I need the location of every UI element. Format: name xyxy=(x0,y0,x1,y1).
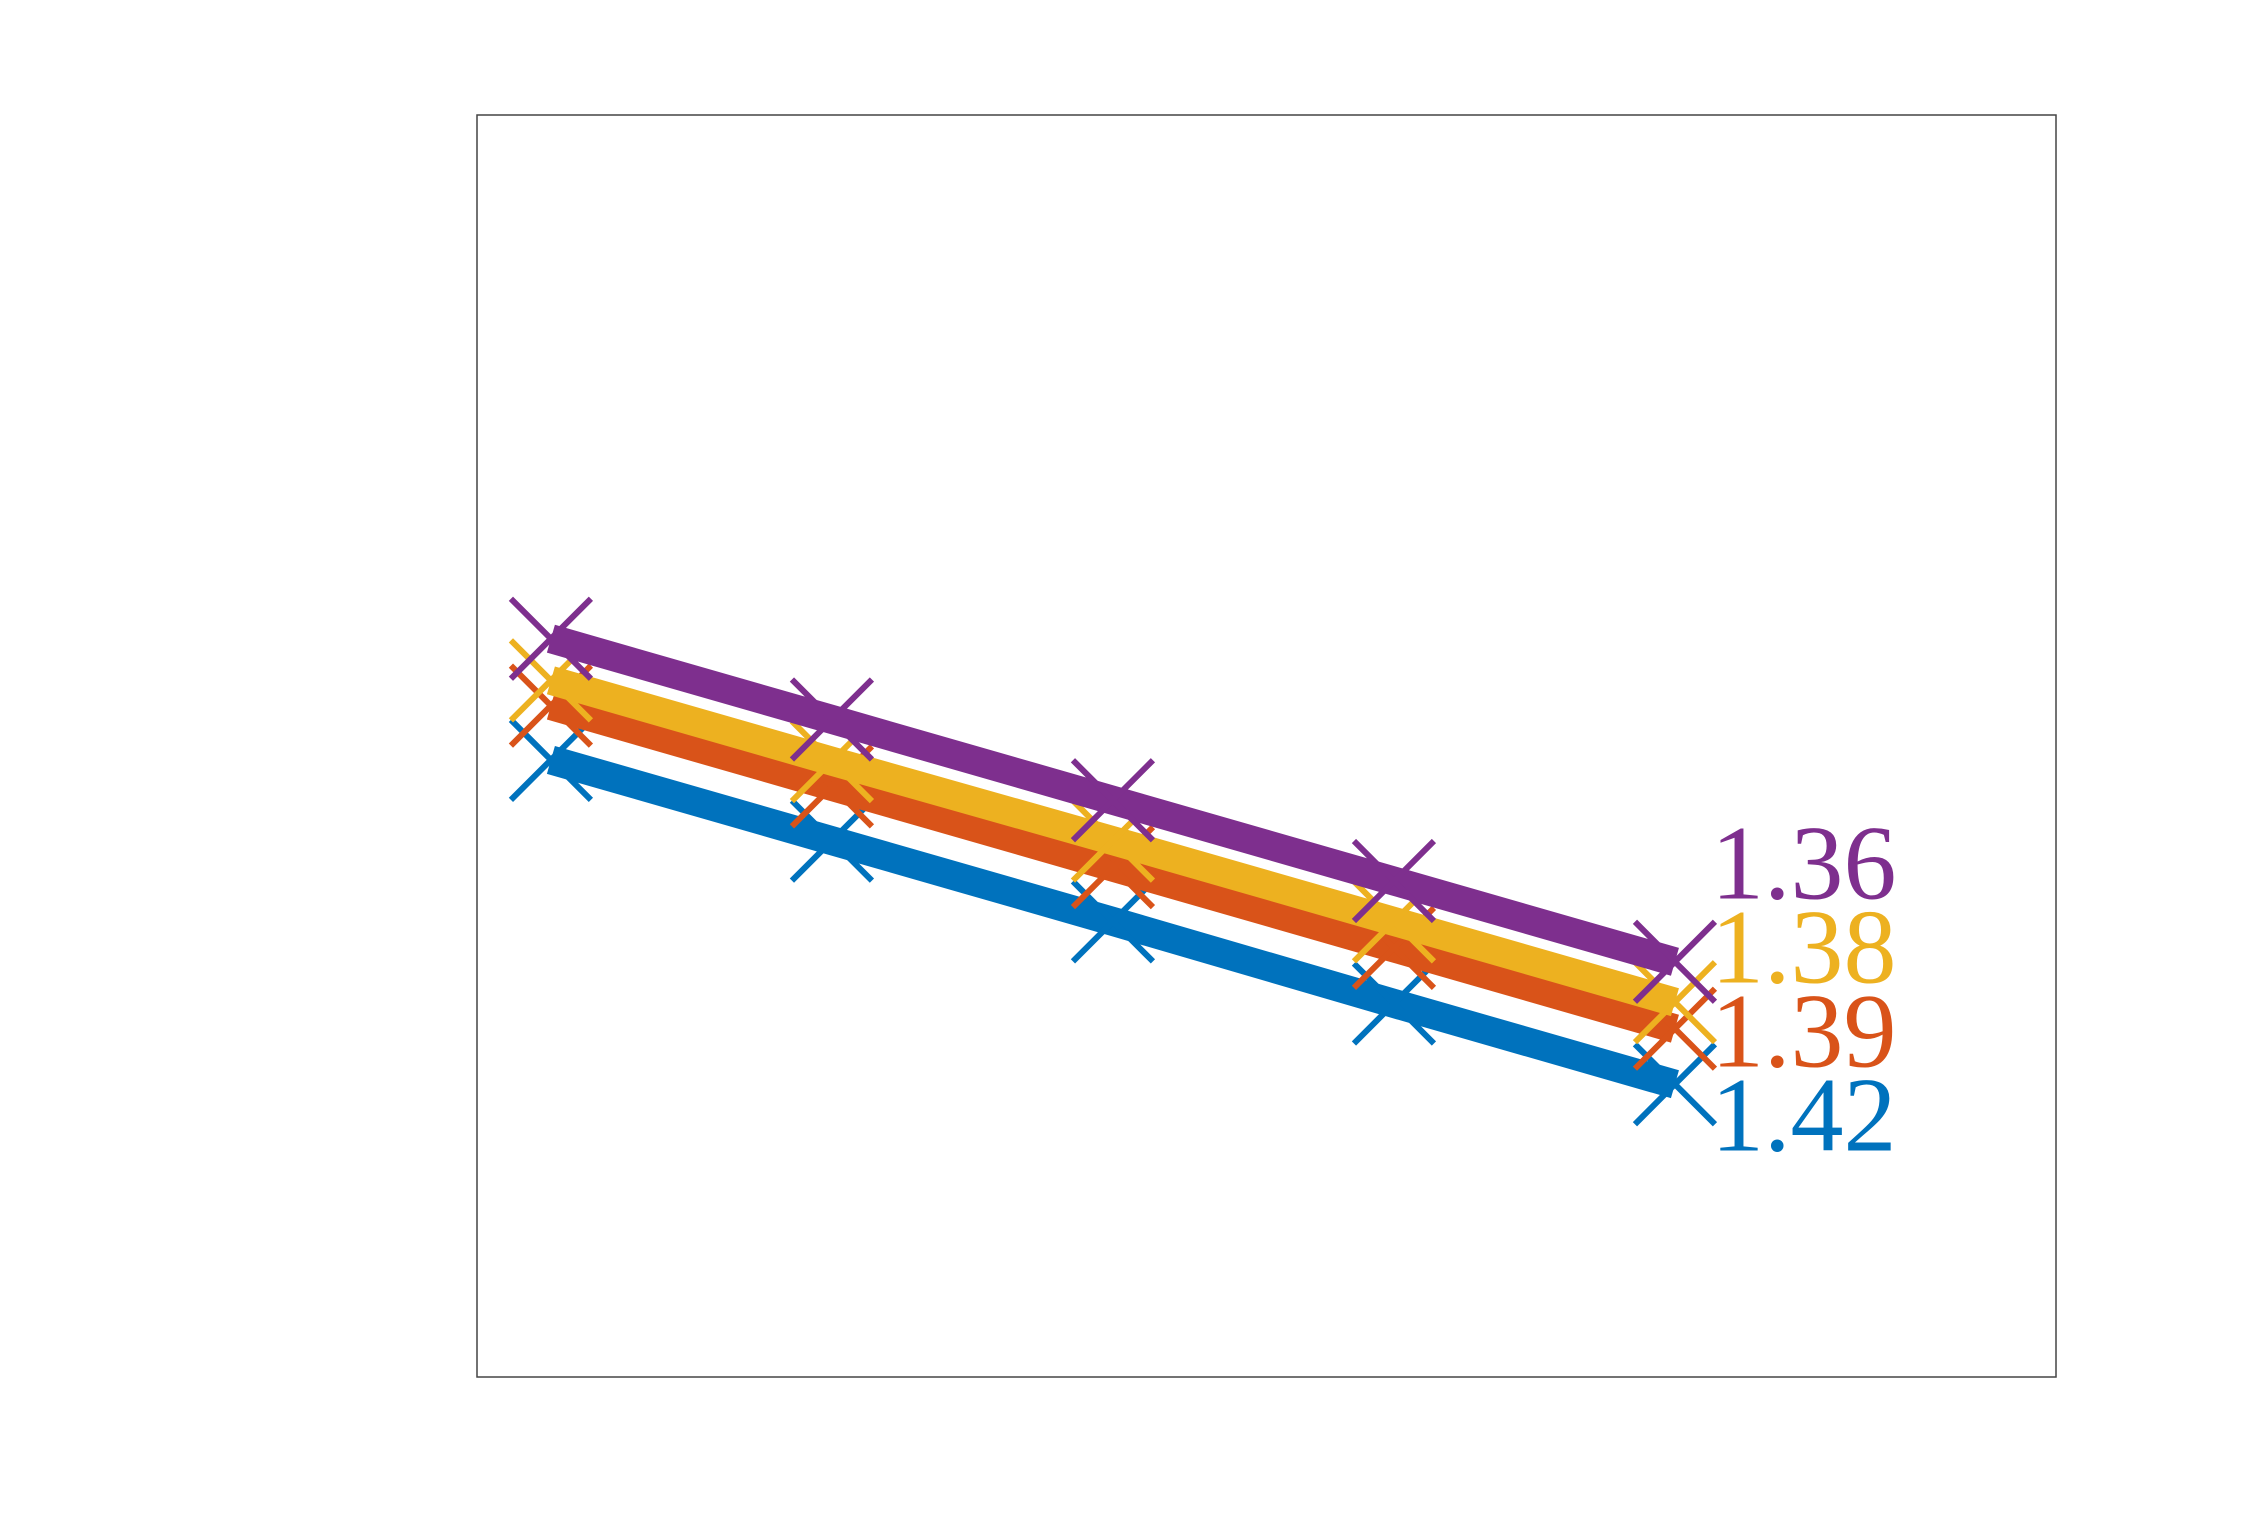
marker xyxy=(1351,838,1437,924)
annotation: 1.42 xyxy=(1711,1056,1897,1173)
annotation: 1.39 xyxy=(1711,972,1897,1089)
annotation: 1.38 xyxy=(1711,888,1897,1005)
marker xyxy=(1632,919,1718,1004)
marker xyxy=(1070,758,1156,843)
annotation: 1.36 xyxy=(1711,804,1897,921)
marker xyxy=(508,596,594,681)
marker xyxy=(1632,960,1718,1045)
marker xyxy=(789,677,875,762)
